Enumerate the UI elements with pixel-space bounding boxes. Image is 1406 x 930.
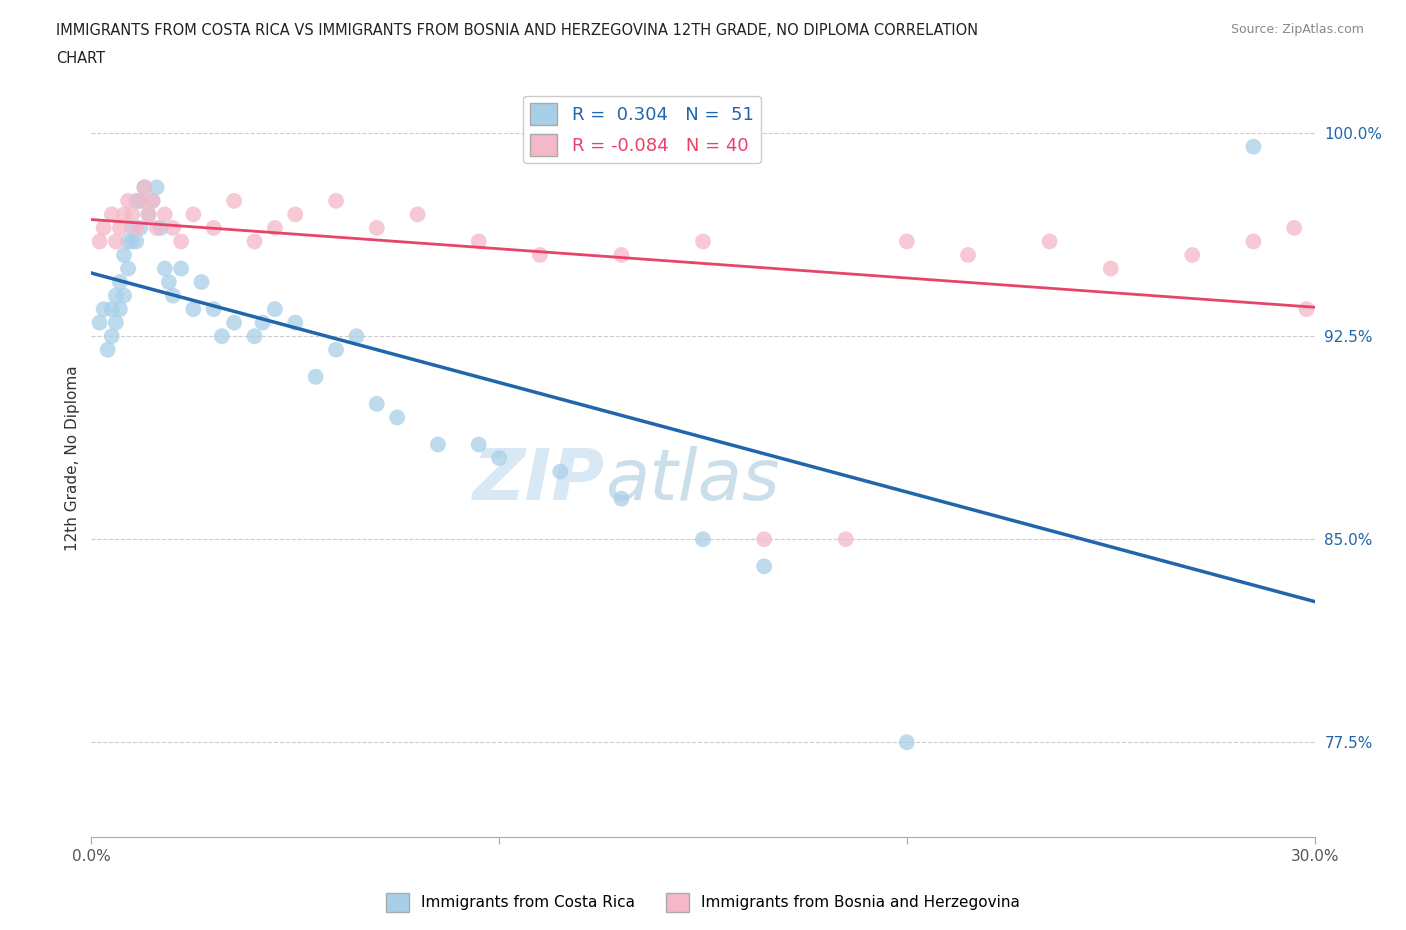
Point xyxy=(112,288,135,303)
Point xyxy=(129,193,152,208)
Point xyxy=(121,207,143,222)
Point xyxy=(610,247,633,262)
Point xyxy=(112,247,135,262)
Point xyxy=(129,193,152,208)
Point xyxy=(141,193,163,208)
Point xyxy=(284,315,307,330)
Point xyxy=(183,207,205,222)
Point xyxy=(1243,234,1265,249)
Point xyxy=(222,193,246,208)
Point xyxy=(125,234,148,249)
Point xyxy=(170,261,193,276)
Legend: R =  0.304   N =  51, R = -0.084   N = 40: R = 0.304 N = 51, R = -0.084 N = 40 xyxy=(523,96,761,163)
Point xyxy=(1038,234,1062,249)
Point xyxy=(145,220,167,235)
Point xyxy=(121,234,143,249)
Point xyxy=(467,234,491,249)
Point xyxy=(252,315,274,330)
Point xyxy=(108,220,131,235)
Point xyxy=(97,342,120,357)
Point xyxy=(104,288,127,303)
Point xyxy=(243,329,266,344)
Point xyxy=(1099,261,1122,276)
Point xyxy=(104,234,127,249)
Point xyxy=(1282,220,1305,235)
Text: atlas: atlas xyxy=(605,446,780,515)
Point xyxy=(145,179,167,194)
Text: IMMIGRANTS FROM COSTA RICA VS IMMIGRANTS FROM BOSNIA AND HERZEGOVINA 12TH GRADE,: IMMIGRANTS FROM COSTA RICA VS IMMIGRANTS… xyxy=(56,23,979,38)
Point xyxy=(692,532,714,547)
Point xyxy=(183,301,205,316)
Point xyxy=(93,220,115,235)
Text: Source: ZipAtlas.com: Source: ZipAtlas.com xyxy=(1230,23,1364,36)
Point xyxy=(1243,140,1265,154)
Point xyxy=(1295,301,1317,316)
Point xyxy=(121,220,143,235)
Point xyxy=(162,288,184,303)
Point xyxy=(385,410,409,425)
Point xyxy=(104,315,127,330)
Point xyxy=(138,207,160,222)
Point xyxy=(427,437,450,452)
Point xyxy=(89,315,111,330)
Point xyxy=(153,261,176,276)
Point xyxy=(366,396,388,411)
Point xyxy=(101,329,124,344)
Text: ZIP: ZIP xyxy=(472,446,605,515)
Y-axis label: 12th Grade, No Diploma: 12th Grade, No Diploma xyxy=(65,365,80,551)
Point xyxy=(117,261,139,276)
Point xyxy=(610,491,633,506)
Point xyxy=(243,234,266,249)
Point xyxy=(153,207,176,222)
Point xyxy=(202,301,225,316)
Point xyxy=(325,193,347,208)
Point xyxy=(141,193,163,208)
Point xyxy=(529,247,551,262)
Point xyxy=(170,234,193,249)
Point xyxy=(125,193,148,208)
Point xyxy=(366,220,388,235)
Point xyxy=(754,559,776,574)
Point xyxy=(101,301,124,316)
Point xyxy=(138,207,160,222)
Point xyxy=(488,451,510,466)
Point xyxy=(112,207,135,222)
Point xyxy=(108,274,131,289)
Legend: Immigrants from Costa Rica, Immigrants from Bosnia and Herzegovina: Immigrants from Costa Rica, Immigrants f… xyxy=(380,887,1026,918)
Point xyxy=(108,301,131,316)
Point xyxy=(956,247,979,262)
Point xyxy=(93,301,115,316)
Text: CHART: CHART xyxy=(56,51,105,66)
Point xyxy=(754,532,776,547)
Point xyxy=(89,234,111,249)
Point xyxy=(162,220,184,235)
Point xyxy=(896,735,918,750)
Point xyxy=(149,220,172,235)
Point xyxy=(346,329,368,344)
Point xyxy=(202,220,225,235)
Point xyxy=(129,220,152,235)
Point xyxy=(190,274,212,289)
Point xyxy=(101,207,124,222)
Point xyxy=(835,532,858,547)
Point xyxy=(467,437,491,452)
Point xyxy=(134,179,156,194)
Point xyxy=(325,342,347,357)
Point xyxy=(406,207,429,222)
Point xyxy=(222,315,246,330)
Point xyxy=(264,301,287,316)
Point xyxy=(125,220,148,235)
Point xyxy=(117,193,139,208)
Point xyxy=(1181,247,1204,262)
Point xyxy=(896,234,918,249)
Point xyxy=(304,369,326,384)
Point xyxy=(692,234,714,249)
Point xyxy=(117,234,139,249)
Point xyxy=(550,464,572,479)
Point xyxy=(211,329,233,344)
Point xyxy=(157,274,180,289)
Point xyxy=(264,220,287,235)
Point xyxy=(134,179,156,194)
Point xyxy=(284,207,307,222)
